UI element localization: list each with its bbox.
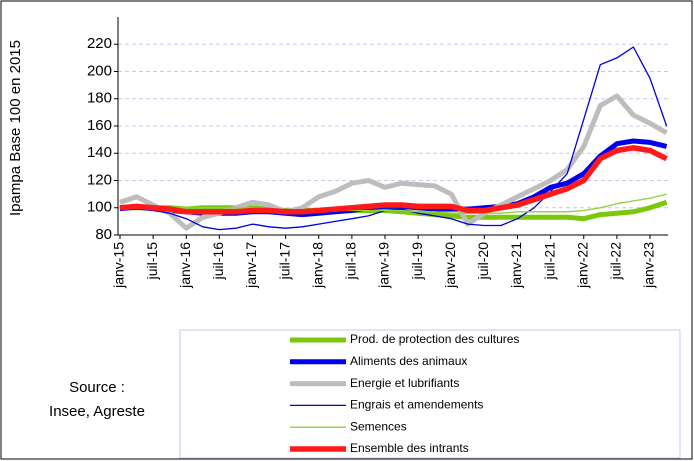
legend: Prod. de protection des cultures Aliments… bbox=[290, 332, 519, 455]
y-tick-label: 220 bbox=[87, 35, 112, 52]
x-tick-label: janv-17 bbox=[243, 242, 259, 289]
legend-label: Ensemble des intrants bbox=[350, 441, 469, 455]
y-tick-label: 160 bbox=[87, 117, 112, 134]
x-tick-label: juil-18 bbox=[343, 242, 359, 281]
y-axis-label: Ipampa Base 100 en 2015 bbox=[7, 40, 24, 216]
source: Insee, Agreste bbox=[49, 403, 145, 420]
series-line bbox=[119, 93, 668, 231]
x-tick-label: janv-15 bbox=[111, 242, 127, 289]
legend-box bbox=[179, 329, 681, 459]
x-tick-label: janv-18 bbox=[309, 242, 325, 289]
source: Source : bbox=[69, 379, 125, 396]
x-tick-label: janv-20 bbox=[442, 242, 458, 289]
series-line bbox=[119, 46, 668, 231]
x-tick-label: janv-22 bbox=[574, 242, 590, 289]
x-tick-label: juil-19 bbox=[409, 242, 425, 281]
series-line bbox=[119, 145, 668, 215]
x-tick-label: juil-17 bbox=[276, 242, 292, 281]
legend-label: Aliments des animaux bbox=[350, 354, 467, 368]
x-tick-label: janv-23 bbox=[641, 242, 657, 289]
y-tick-label: 180 bbox=[87, 90, 112, 107]
legend-label: Energie et lubrifiants bbox=[350, 376, 459, 390]
y-tick-label: 100 bbox=[87, 199, 112, 216]
x-tick-label: janv-19 bbox=[376, 242, 392, 289]
y-tick-label: 80 bbox=[95, 226, 112, 243]
series-line bbox=[120, 193, 667, 214]
x-tick-label: juil-22 bbox=[608, 242, 624, 281]
x-tick-label: juil-21 bbox=[541, 242, 557, 281]
legend-label: Prod. de protection des cultures bbox=[350, 332, 519, 346]
y-tick-label: 200 bbox=[87, 62, 112, 79]
x-tick-label: juil-15 bbox=[144, 242, 160, 281]
x-tick-label: janv-21 bbox=[508, 242, 524, 289]
y-tick-label: 140 bbox=[87, 144, 112, 161]
y-tick-label: 120 bbox=[87, 171, 112, 188]
legend-label: Engrais et amendements bbox=[350, 398, 483, 412]
legend-label: Semences bbox=[350, 419, 407, 433]
x-tick-label: juil-16 bbox=[210, 242, 226, 281]
x-tick-label: juil-20 bbox=[475, 242, 491, 281]
x-tick-label: janv-16 bbox=[177, 242, 193, 289]
